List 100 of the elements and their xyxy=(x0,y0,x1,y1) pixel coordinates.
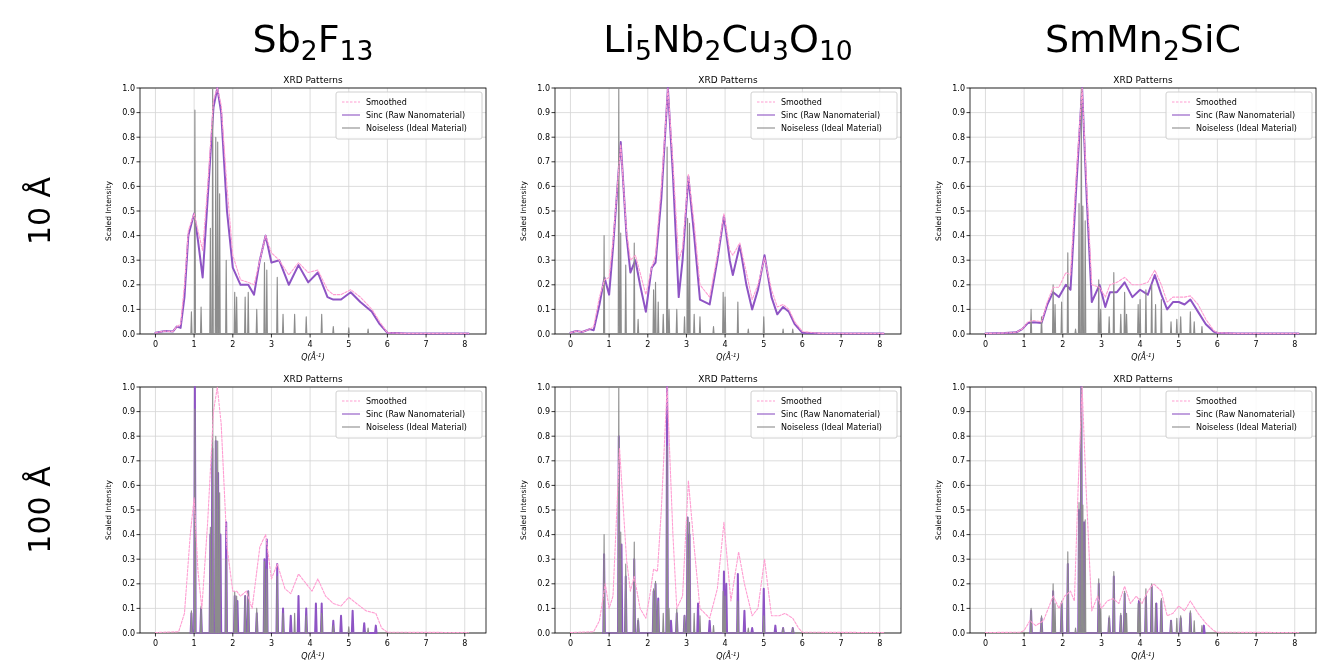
x-tick-label: 0 xyxy=(152,639,159,648)
x-tick-label: 6 xyxy=(1214,340,1220,349)
x-tick-label: 1 xyxy=(606,340,612,349)
y-tick-label: 0.9 xyxy=(952,108,965,118)
y-tick-label: 0.1 xyxy=(122,304,135,314)
y-tick-label: 0.3 xyxy=(122,554,135,564)
y-tick-label: 0.9 xyxy=(537,108,550,118)
y-tick-label: 0.0 xyxy=(537,628,550,638)
legend-label: Smoothed xyxy=(781,97,822,107)
y-tick-label: 0.7 xyxy=(537,157,550,167)
x-tick-label: 0 xyxy=(567,340,574,349)
text: Li$_{5}$Nb$_{2}$Cu$_{3}$O$_{10}$ xyxy=(603,17,853,66)
y-tick-label: 0.5 xyxy=(122,206,135,216)
x-tick-label: 8 xyxy=(1292,639,1298,648)
y-tick-label: 0.4 xyxy=(952,231,965,241)
y-tick-label: 0.5 xyxy=(537,206,550,216)
y-tick-label: 0.9 xyxy=(537,407,550,417)
x-tick-label: 2 xyxy=(645,340,651,349)
x-tick-label: 2 xyxy=(230,340,236,349)
y-tick-label: 0.1 xyxy=(537,304,550,314)
y-tick-label: 0.4 xyxy=(952,530,965,540)
y-tick-label: 0.3 xyxy=(122,255,135,265)
x-tick-label: 6 xyxy=(384,639,390,648)
x-axis-title: Q(Å$^{-1}$) xyxy=(301,351,325,362)
text: SmMn$_{2}$SiC xyxy=(1044,17,1242,66)
y-tick-label: 1.0 xyxy=(122,83,135,93)
legend-label: Smoothed xyxy=(1196,97,1237,107)
y-tick-label: 0.9 xyxy=(122,407,135,417)
x-tick-label: 8 xyxy=(877,639,883,648)
x-tick-label: 5 xyxy=(761,340,767,349)
x-tick-label: 0 xyxy=(152,340,159,349)
y-tick-label: 0.1 xyxy=(952,603,965,613)
chart-title: XRD Patterns xyxy=(698,374,758,384)
y-tick-label: 0.9 xyxy=(952,407,965,417)
x-tick-label: 7 xyxy=(1253,639,1259,648)
x-tick-label: 2 xyxy=(230,639,236,648)
x-tick-label: 4 xyxy=(722,639,728,648)
y-tick-label: 0.4 xyxy=(122,530,135,540)
x-tick-label: 3 xyxy=(1098,639,1104,648)
x-tick-label: 1 xyxy=(1021,639,1027,648)
y-tick-label: 0.0 xyxy=(122,628,135,638)
x-axis-title: Q(Å$^{-1}$) xyxy=(301,650,325,661)
y-tick-label: 0.7 xyxy=(537,456,550,466)
y-tick-label: 0.6 xyxy=(952,181,965,191)
y-tick-label: 0.4 xyxy=(537,530,550,540)
y-tick-label: 0.5 xyxy=(537,505,550,515)
x-tick-label: 0 xyxy=(982,639,989,648)
y-tick-label: 0.2 xyxy=(952,280,965,290)
y-tick-label: 0.2 xyxy=(122,280,135,290)
legend-label: Noiseless (Ideal Material) xyxy=(366,422,467,432)
y-tick-label: 1.0 xyxy=(952,382,965,392)
legend-label: Sinc (Raw Nanomaterial) xyxy=(1196,110,1296,120)
y-tick-label: 0.1 xyxy=(537,603,550,613)
x-tick-label: 0 xyxy=(982,340,989,349)
legend-label: Sinc (Raw Nanomaterial) xyxy=(1196,409,1296,419)
y-tick-label: 0.6 xyxy=(952,480,965,490)
x-tick-label: 0 xyxy=(567,639,574,648)
y-tick-label: 0.6 xyxy=(537,181,550,191)
legend-label: Sinc (Raw Nanomaterial) xyxy=(366,110,466,120)
x-tick-label: 4 xyxy=(1137,639,1143,648)
y-tick-label: 0.6 xyxy=(122,181,135,191)
chart-title: XRD Patterns xyxy=(283,374,343,384)
y-tick-label: 0.2 xyxy=(537,579,550,589)
y-tick-label: 1.0 xyxy=(537,382,550,392)
x-tick-label: 5 xyxy=(346,639,352,648)
x-tick-label: 2 xyxy=(1060,340,1066,349)
y-tick-label: 0.0 xyxy=(537,329,550,339)
x-tick-label: 5 xyxy=(1176,639,1182,648)
legend-label: Noiseless (Ideal Material) xyxy=(781,422,882,432)
x-tick-label: 3 xyxy=(268,340,274,349)
line-series xyxy=(154,87,470,335)
x-tick-label: 2 xyxy=(1060,639,1066,648)
x-tick-label: 5 xyxy=(761,639,767,648)
x-axis-title: Q(Å$^{-1}$) xyxy=(1131,650,1155,661)
y-tick-label: 0.3 xyxy=(952,554,965,564)
y-tick-label: 0.8 xyxy=(537,132,550,142)
line-series xyxy=(984,87,1300,335)
legend-label: Smoothed xyxy=(366,396,407,406)
x-tick-label: 7 xyxy=(1253,340,1259,349)
y-tick-label: 0.5 xyxy=(952,206,965,216)
x-tick-label: 7 xyxy=(838,639,844,648)
chart-title: XRD Patterns xyxy=(698,75,758,85)
x-tick-label: 3 xyxy=(268,639,274,648)
x-axis-title: Q(Å$^{-1}$) xyxy=(716,650,740,661)
y-tick-label: 0.8 xyxy=(952,132,965,142)
x-axis-title: Q(Å$^{-1}$) xyxy=(1131,351,1155,362)
y-tick-label: 0.1 xyxy=(952,304,965,314)
y-tick-label: 0.8 xyxy=(952,431,965,441)
y-tick-label: 0.3 xyxy=(952,255,965,265)
legend-label: Noiseless (Ideal Material) xyxy=(1196,123,1297,133)
y-tick-label: 0.2 xyxy=(537,280,550,290)
x-tick-label: 2 xyxy=(645,639,651,648)
x-tick-label: 1 xyxy=(191,639,197,648)
legend-label: Smoothed xyxy=(1196,396,1237,406)
legend-label: Sinc (Raw Nanomaterial) xyxy=(781,409,881,419)
x-tick-label: 8 xyxy=(1292,340,1298,349)
x-tick-label: 5 xyxy=(1176,340,1182,349)
line-series xyxy=(984,386,1300,634)
x-tick-label: 3 xyxy=(683,639,689,648)
y-tick-label: 0.8 xyxy=(122,431,135,441)
